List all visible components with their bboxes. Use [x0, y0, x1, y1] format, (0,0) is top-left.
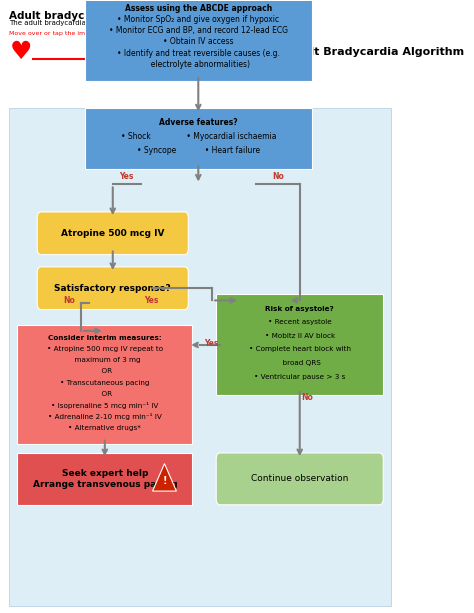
- FancyBboxPatch shape: [37, 212, 188, 254]
- Text: OR: OR: [97, 391, 112, 397]
- Text: • Monitor ECG and BP, and record 12-lead ECG: • Monitor ECG and BP, and record 12-lead…: [109, 26, 288, 35]
- Text: GUIDELINES
2015: GUIDELINES 2015: [238, 44, 276, 55]
- Text: No: No: [63, 296, 75, 305]
- FancyBboxPatch shape: [17, 453, 192, 505]
- Text: broad QRS: broad QRS: [278, 360, 321, 366]
- FancyBboxPatch shape: [17, 325, 192, 444]
- FancyBboxPatch shape: [216, 294, 383, 395]
- Text: • Monitor SpO₂ and give oxygen if hypoxic: • Monitor SpO₂ and give oxygen if hypoxi…: [117, 15, 279, 24]
- Text: Move over or tap the image to enlarge.: Move over or tap the image to enlarge.: [9, 31, 134, 36]
- FancyBboxPatch shape: [238, 37, 276, 63]
- Text: No: No: [272, 172, 284, 181]
- FancyBboxPatch shape: [9, 108, 391, 606]
- Text: Continue observation: Continue observation: [251, 474, 348, 484]
- Text: • Mobitz II AV block: • Mobitz II AV block: [264, 333, 335, 339]
- Text: Seek expert help
Arrange transvenous pacing: Seek expert help Arrange transvenous pac…: [33, 469, 177, 489]
- FancyBboxPatch shape: [85, 0, 312, 81]
- Text: Yes: Yes: [204, 338, 219, 348]
- Text: • Isoprenaline 5 mcg min⁻¹ IV: • Isoprenaline 5 mcg min⁻¹ IV: [51, 402, 158, 409]
- Text: Adult bradycardia algorithm: Adult bradycardia algorithm: [9, 10, 176, 21]
- Text: Adult Bradycardia Algorithm: Adult Bradycardia Algorithm: [286, 47, 464, 57]
- Text: Risk of asystole?: Risk of asystole?: [265, 305, 334, 311]
- FancyBboxPatch shape: [1, 1, 399, 105]
- Text: • Obtain IV access: • Obtain IV access: [163, 37, 234, 47]
- Text: • Atropine 500 mcg IV repeat to: • Atropine 500 mcg IV repeat to: [47, 346, 163, 352]
- Text: The adult bradycardia algorithm from chapter 11 of the ALS manual.: The adult bradycardia algorithm from cha…: [9, 20, 250, 26]
- Text: No: No: [302, 393, 314, 402]
- Text: Adverse features?: Adverse features?: [159, 118, 237, 127]
- Text: maximum of 3 mg: maximum of 3 mg: [70, 357, 140, 363]
- Text: Assess using the ABCDE approach: Assess using the ABCDE approach: [125, 4, 272, 13]
- Text: • Recent asystole: • Recent asystole: [268, 319, 332, 325]
- Text: • Alternative drugs*: • Alternative drugs*: [68, 425, 141, 430]
- Text: • Adrenaline 2-10 mcg min⁻¹ IV: • Adrenaline 2-10 mcg min⁻¹ IV: [48, 413, 162, 420]
- Text: electrolyte abnormalities): electrolyte abnormalities): [146, 60, 250, 69]
- Text: • Shock               • Myocardial ischaemia: • Shock • Myocardial ischaemia: [120, 132, 276, 141]
- FancyBboxPatch shape: [216, 453, 383, 505]
- Text: • Complete heart block with: • Complete heart block with: [249, 346, 351, 352]
- Text: Resuscitation Council (UK): Resuscitation Council (UK): [89, 47, 227, 57]
- Polygon shape: [153, 463, 176, 491]
- FancyBboxPatch shape: [85, 108, 312, 169]
- Text: Yes: Yes: [145, 296, 159, 305]
- Text: Satisfactory response?: Satisfactory response?: [55, 284, 171, 292]
- Text: ♥: ♥: [10, 40, 32, 64]
- Text: • Syncope            • Heart failure: • Syncope • Heart failure: [137, 146, 260, 155]
- Text: • Transcutaneous pacing: • Transcutaneous pacing: [60, 379, 150, 386]
- Text: • Ventricular pause > 3 s: • Ventricular pause > 3 s: [254, 374, 346, 379]
- Text: Yes: Yes: [119, 172, 134, 181]
- Text: Consider interim measures:: Consider interim measures:: [48, 335, 162, 341]
- Text: • Identify and treat reversible causes (e.g.: • Identify and treat reversible causes (…: [117, 48, 280, 58]
- Text: OR: OR: [97, 368, 112, 375]
- Text: Atropine 500 mcg IV: Atropine 500 mcg IV: [61, 229, 164, 238]
- FancyBboxPatch shape: [37, 267, 188, 310]
- Text: !: !: [162, 476, 167, 485]
